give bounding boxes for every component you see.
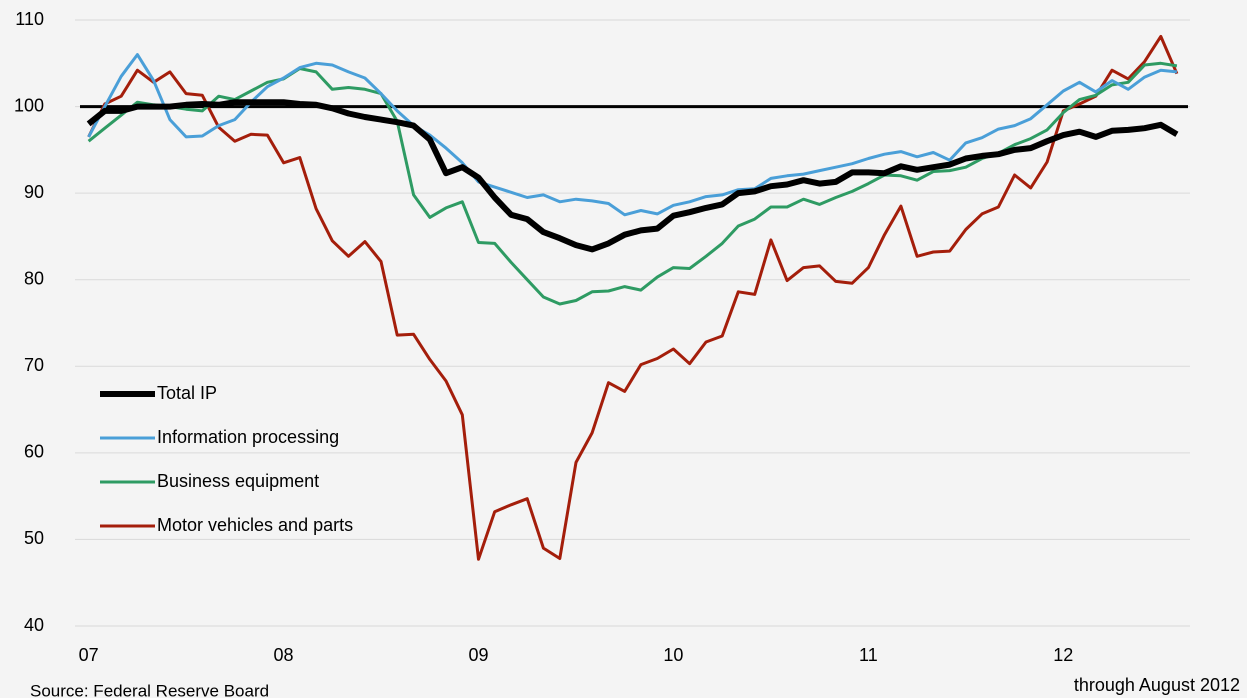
series-line <box>86 99 1179 253</box>
legend-label: Information processing <box>157 427 339 447</box>
x-tick-label: 08 <box>274 645 294 665</box>
y-tick-label: 70 <box>24 355 44 375</box>
x-tick-label: 11 <box>859 645 878 665</box>
y-tick-label: 40 <box>24 615 44 635</box>
note: through August 2012 <box>1074 675 1240 695</box>
y-tick-label: 80 <box>24 268 44 288</box>
series-line <box>87 53 1178 217</box>
legend-label: Total IP <box>157 383 217 403</box>
y-tick-label: 60 <box>24 442 44 462</box>
y-tick-label: 50 <box>24 528 44 548</box>
x-tick-label: 07 <box>79 645 99 665</box>
source: Source: Federal Reserve Board <box>30 681 269 698</box>
legend-label: Business equipment <box>157 471 319 491</box>
legend-label: Motor vehicles and parts <box>157 515 353 535</box>
series-line <box>87 34 1179 561</box>
y-tick-label: 100 <box>14 95 44 115</box>
x-tick-label: 09 <box>468 645 488 665</box>
x-tick-label: 12 <box>1053 645 1073 665</box>
y-tick-label: 90 <box>24 182 44 202</box>
y-tick-label: 110 <box>15 9 44 29</box>
x-tick-label: 10 <box>663 645 683 665</box>
